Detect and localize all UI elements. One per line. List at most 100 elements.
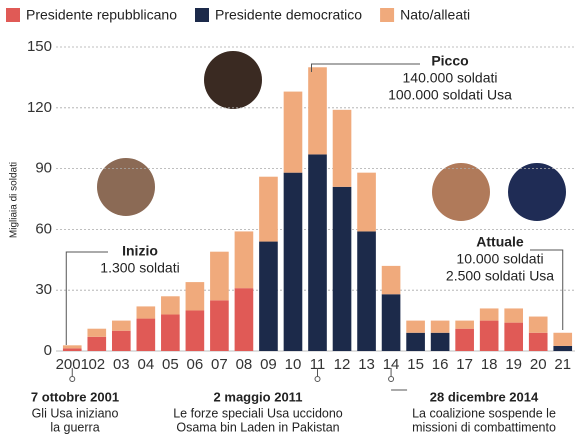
- photo: [97, 158, 155, 216]
- event-date: 2 maggio 2011: [214, 389, 303, 404]
- photo: [204, 51, 262, 109]
- bar-segment: [87, 328, 107, 337]
- annotation-title: Attuale: [476, 234, 524, 250]
- event-text: missioni di combattimento: [412, 420, 556, 434]
- bar-segment: [553, 332, 573, 346]
- x-tick-label: 12: [334, 356, 351, 373]
- y-axis-label: Migliaia di soldati: [9, 162, 20, 238]
- y-tick-label: 120: [27, 99, 52, 116]
- annotation-text: 1.300 soldati: [100, 260, 179, 276]
- legend-swatch: [380, 8, 395, 22]
- bar-segment: [234, 288, 254, 351]
- bar-segment: [136, 306, 156, 319]
- annotation-line: [311, 63, 420, 72]
- bar-segment: [430, 320, 450, 333]
- bar-segment: [479, 320, 499, 351]
- legend-label: Presidente democratico: [215, 7, 362, 23]
- bar-segment: [479, 308, 499, 321]
- x-tick-label: 04: [137, 356, 154, 373]
- x-tick-label: 08: [236, 356, 253, 373]
- annotation-title: Picco: [431, 53, 468, 69]
- bar-segment: [430, 332, 450, 351]
- bar-segment: [185, 282, 205, 311]
- y-tick-label: 150: [27, 38, 52, 55]
- x-tick-label: 03: [113, 356, 130, 373]
- bar-segment: [87, 336, 107, 351]
- bar-segment: [111, 330, 131, 351]
- bar-segment: [111, 320, 131, 331]
- bar-segment: [553, 345, 573, 351]
- bar-segment: [308, 67, 327, 155]
- bar-segment: [504, 308, 524, 323]
- bar-segment: [259, 241, 278, 351]
- legend-swatch: [195, 8, 209, 22]
- event-marker: [314, 376, 321, 382]
- photo: [432, 163, 490, 221]
- x-tick-label: 17: [456, 356, 473, 373]
- annotation-text: 100.000 soldati Usa: [388, 87, 512, 103]
- event-marker: [388, 376, 395, 382]
- x-tick-label: 19: [505, 356, 522, 373]
- y-tick-label: 0: [44, 342, 52, 359]
- event-text: Gli Usa iniziano: [32, 406, 119, 420]
- legend-label: Presidente repubblicano: [26, 7, 177, 23]
- bar-segment: [381, 294, 401, 351]
- annotation-line: [65, 251, 108, 345]
- x-tick-label: 20: [530, 356, 547, 373]
- event-text: la guerra: [50, 420, 99, 434]
- bar-segment: [308, 154, 327, 351]
- bar-segment: [406, 320, 425, 333]
- photo: [508, 163, 566, 221]
- bar-segment: [185, 310, 205, 351]
- bar-segment: [283, 172, 303, 351]
- bar-segment: [406, 332, 425, 351]
- x-tick-label: 02: [88, 356, 105, 373]
- x-tick-label: 16: [432, 356, 449, 373]
- event-text: Le forze speciali Usa uccidono: [173, 406, 343, 420]
- bar-segment: [528, 316, 548, 333]
- bar-segment: [62, 348, 82, 351]
- bar-segment: [528, 332, 548, 351]
- y-tick-label: 60: [35, 220, 52, 237]
- x-tick-label: 21: [554, 356, 571, 373]
- x-tick-label: 06: [187, 356, 204, 373]
- y-tick-label: 30: [35, 281, 52, 298]
- bar-segment: [332, 186, 352, 351]
- annotation-title: Inizio: [122, 243, 158, 259]
- bar-segment: [357, 231, 376, 351]
- x-tick-label: 2001: [56, 356, 89, 373]
- x-tick-label: 18: [481, 356, 498, 373]
- x-tick-label: 05: [162, 356, 179, 373]
- annotation-text: 10.000 soldati: [456, 251, 543, 267]
- bar-segment: [504, 322, 524, 351]
- x-tick-label: 10: [285, 356, 302, 373]
- y-tick-label: 90: [35, 160, 52, 177]
- x-tick-label: 13: [358, 356, 375, 373]
- bar-segment: [161, 296, 180, 315]
- legend-label: Nato/alleati: [400, 7, 470, 23]
- bar-segment: [161, 314, 180, 351]
- bar-segment: [283, 91, 303, 173]
- event-marker: [69, 376, 76, 382]
- bar-segment: [136, 318, 156, 351]
- x-tick-label: 11: [310, 356, 326, 373]
- bar-segment: [210, 251, 229, 301]
- event-text: Osama bin Laden in Pakistan: [176, 420, 339, 434]
- bar-segment: [357, 172, 376, 232]
- legend-swatch: [6, 8, 20, 22]
- bar-segment: [381, 265, 401, 295]
- annotation-line: [530, 249, 564, 330]
- x-tick-label: 14: [383, 356, 400, 373]
- bar-segment: [259, 176, 278, 242]
- annotation-text: 140.000 soldati: [403, 70, 498, 86]
- bar-segment: [234, 231, 254, 289]
- x-tick-label: 07: [211, 356, 228, 373]
- event-date: 7 ottobre 2001: [31, 389, 119, 404]
- bar-segment: [455, 320, 474, 329]
- event-text: La coalizione sospende le: [412, 406, 556, 420]
- bar-segment: [332, 109, 352, 187]
- bar-segment: [455, 328, 474, 351]
- bar-segment: [62, 345, 82, 349]
- event-date: 28 dicembre 2014: [430, 389, 539, 404]
